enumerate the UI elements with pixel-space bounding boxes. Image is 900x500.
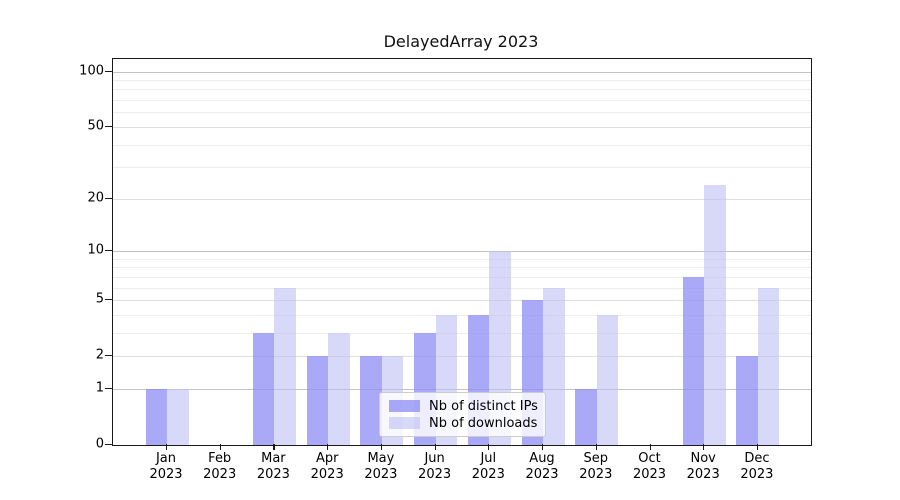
x-tick-mark-sep	[595, 444, 597, 450]
y-tick-label-5: 5	[95, 291, 104, 307]
x-tick-mark-jan	[166, 444, 168, 450]
y-tick-label-10: 10	[87, 242, 104, 258]
plot-area: Nb of distinct IPs Nb of downloads	[112, 58, 812, 446]
x-tick-label-aug: Aug 2023	[525, 451, 559, 482]
gridline-y-40	[113, 144, 811, 146]
gridline-y-9	[113, 258, 811, 260]
legend-swatch-downloads	[389, 417, 420, 429]
y-tick-mark-20	[105, 197, 112, 199]
x-tick-mark-may	[380, 444, 383, 450]
legend-label-downloads: Nb of downloads	[429, 415, 538, 431]
y-tick-mark-10	[105, 250, 112, 252]
bar-jan-ips	[145, 388, 167, 445]
gridline-y-3	[113, 332, 811, 334]
x-tick-label-nov: Nov 2023	[686, 451, 720, 482]
gridline-y-7	[113, 276, 811, 278]
y-tick-label-1: 1	[95, 380, 104, 396]
y-tick-mark-50	[105, 125, 112, 128]
y-tick-mark-5	[105, 299, 112, 301]
y-tick-label-50: 50	[87, 118, 104, 134]
legend-item-downloads: Nb of downloads	[380, 416, 545, 431]
y-tick-mark-100	[105, 70, 112, 72]
legend-swatch-distinct-ips	[389, 400, 420, 412]
gridline-y-80	[113, 89, 811, 91]
x-tick-label-apr: Apr 2023	[310, 451, 344, 482]
x-tick-mark-feb	[219, 444, 221, 450]
x-tick-mark-nov	[703, 444, 705, 450]
x-tick-label-jun: Jun 2023	[418, 451, 452, 482]
x-tick-mark-jul	[488, 444, 490, 450]
bar-aug-downloads	[543, 287, 565, 445]
y-tick-mark-2	[105, 355, 112, 357]
gridline-y-1	[113, 388, 811, 390]
x-tick-label-jul: Jul 2023	[471, 451, 505, 482]
bar-sep-ips	[575, 388, 597, 445]
bar-may-ips	[360, 356, 382, 445]
gridline-y-4	[113, 314, 811, 316]
y-tick-label-0: 0	[95, 436, 104, 452]
y-tick-mark-0	[105, 444, 112, 446]
gridline-y-70	[113, 100, 811, 102]
gridline-y-30	[113, 167, 811, 169]
gridline-y-10	[113, 251, 811, 252]
y-tick-mark-1	[105, 387, 112, 390]
x-tick-mark-oct	[649, 444, 651, 450]
y-tick-label-2: 2	[95, 347, 104, 363]
x-tick-label-oct: Oct 2023	[632, 451, 667, 482]
legend: Nb of distinct IPs Nb of downloads	[379, 392, 546, 437]
x-tick-label-feb: Feb 2023	[203, 451, 237, 482]
x-tick-mark-aug	[542, 444, 544, 450]
y-tick-label-20: 20	[87, 190, 104, 206]
bar-dec-downloads	[757, 287, 780, 445]
bar-dec-ips	[736, 356, 758, 445]
x-tick-mark-dec	[756, 444, 759, 450]
bar-nov-ips	[682, 276, 705, 445]
chart-title: DelayedArray 2023	[383, 32, 539, 51]
x-tick-label-dec: Dec 2023	[740, 451, 774, 482]
bar-nov-downloads	[704, 184, 726, 445]
y-tick-label-100: 100	[79, 63, 104, 79]
gridline-y-2	[113, 356, 811, 358]
gridline-y-90	[113, 80, 811, 81]
legend-item-distinct-ips: Nb of distinct IPs	[380, 399, 545, 414]
legend-label-distinct-ips: Nb of distinct IPs	[429, 398, 538, 414]
bar-sep-downloads	[596, 314, 619, 445]
x-tick-mark-apr	[327, 444, 329, 450]
bar-mar-downloads	[274, 287, 296, 445]
bar-apr-downloads	[328, 332, 350, 445]
gridline-y-6	[113, 287, 811, 289]
gridline-y-50	[113, 126, 811, 128]
x-tick-label-may: May 2023	[364, 451, 398, 482]
gridline-y-8	[113, 267, 811, 269]
x-tick-label-mar: Mar 2023	[256, 451, 290, 482]
x-tick-label-sep: Sep 2023	[579, 451, 613, 482]
x-tick-mark-jun	[434, 444, 436, 450]
bar-jan-downloads	[167, 388, 189, 445]
gridline-y-5	[113, 300, 811, 301]
x-tick-mark-mar	[273, 444, 275, 450]
x-tick-label-jan: Jan 2023	[149, 451, 183, 482]
gridline-y-60	[113, 112, 811, 114]
bar-mar-ips	[252, 332, 275, 445]
bar-apr-ips	[306, 356, 329, 445]
gridline-y-20	[113, 198, 811, 200]
gridline-y-100	[113, 71, 811, 73]
